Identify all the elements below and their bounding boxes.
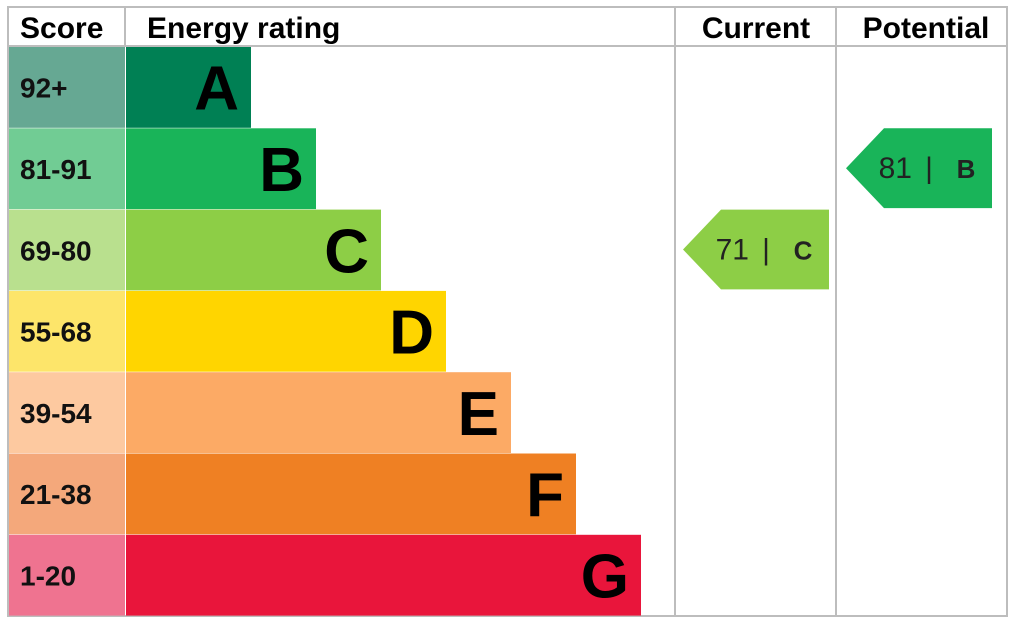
header-current: Current	[702, 12, 810, 45]
header-potential: Potential	[863, 12, 990, 45]
band-bar-b	[126, 128, 316, 210]
score-range-f: 21-38	[20, 479, 92, 510]
band-letter-g: G	[581, 542, 629, 611]
potential-arrow-shape	[846, 128, 992, 209]
score-range-b: 81-91	[20, 154, 92, 185]
band-letter-b: B	[259, 136, 304, 205]
potential-rating-separator: |	[925, 152, 933, 185]
score-cell-a	[9, 47, 125, 128]
band-letter-c: C	[324, 217, 369, 286]
score-range-e: 39-54	[20, 398, 92, 429]
potential-rating-value: 81	[879, 152, 912, 185]
band-bar-a	[126, 47, 251, 128]
score-range-a: 92+	[20, 73, 68, 104]
band-bar-f	[126, 453, 576, 535]
score-range-g: 1-20	[20, 560, 76, 591]
band-bar-d	[126, 290, 446, 372]
score-cell-f	[9, 453, 125, 535]
band-letter-e: E	[458, 380, 499, 449]
table-grid	[7, 6, 1008, 617]
band-bar-g	[126, 534, 641, 616]
score-cell-e	[9, 372, 125, 453]
potential-rating-arrow: 81 | B	[846, 128, 992, 209]
score-range-c: 69-80	[20, 235, 92, 266]
band-letter-a: A	[194, 55, 239, 124]
band-bar-e	[126, 372, 511, 453]
band-bar-c	[126, 209, 381, 291]
rating-bands: 92+ A 81-91 B 69-80 C 55-68 D 39-54 E 21-38 F 1-20 G	[9, 47, 641, 616]
header-score: Score	[20, 12, 103, 45]
score-cell-g	[9, 534, 125, 616]
score-cell-d	[9, 290, 125, 372]
header-energy-rating: Energy rating	[147, 12, 340, 45]
score-cell-c	[9, 209, 125, 291]
potential-rating-letter: B	[957, 154, 976, 184]
current-rating-separator: |	[762, 234, 770, 267]
score-cell-b	[9, 128, 125, 210]
score-range-d: 55-68	[20, 317, 92, 348]
band-letter-f: F	[526, 461, 564, 530]
current-rating-value: 71	[716, 234, 749, 267]
current-arrow-shape	[683, 209, 829, 290]
band-letter-d: D	[389, 299, 434, 368]
current-rating-letter: C	[794, 236, 813, 266]
current-rating-arrow: 71 | C	[683, 209, 829, 290]
